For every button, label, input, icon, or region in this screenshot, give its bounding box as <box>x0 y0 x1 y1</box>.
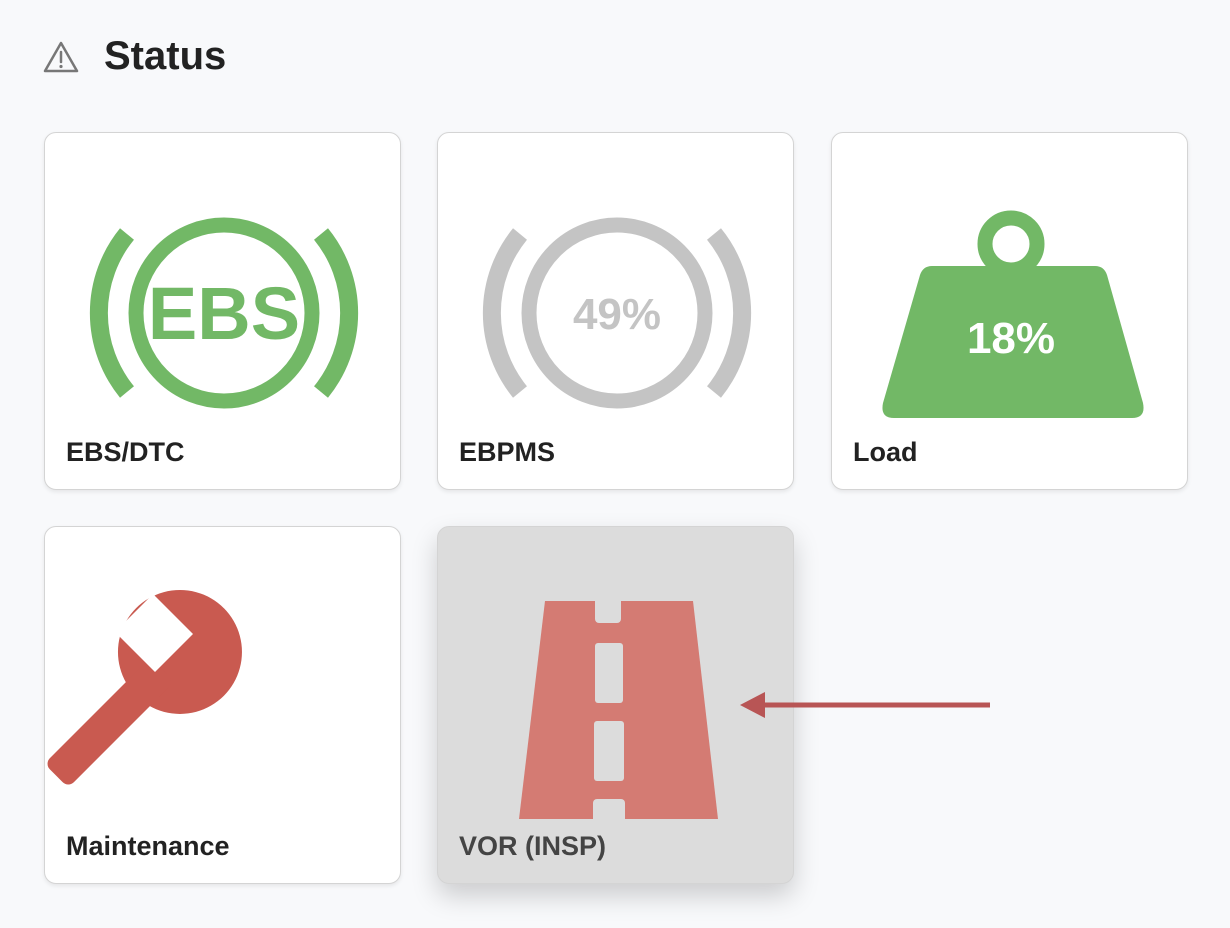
ebpms-gauge-icon: 49% <box>482 217 752 409</box>
card-label: Maintenance <box>66 831 230 861</box>
card-label: Load <box>853 437 918 467</box>
card-label: EBPMS <box>459 437 556 467</box>
ebs-icon: EBS <box>89 217 359 409</box>
page-title: Status <box>104 34 227 78</box>
ebpms-value: 49% <box>573 290 661 339</box>
weight-icon: 18% <box>882 210 1144 418</box>
pointer-arrow-icon <box>740 692 990 718</box>
road-icon <box>519 597 718 823</box>
status-card-maintenance[interactable]: Maintenance <box>44 526 401 884</box>
status-card-vor-insp[interactable]: VOR (INSP) <box>437 526 794 884</box>
ebs-icon-text: EBS <box>148 272 300 355</box>
card-label: VOR (INSP) <box>459 831 607 861</box>
wrench-icon <box>47 590 242 785</box>
section-header: Status <box>42 34 226 79</box>
status-card-load[interactable]: 18% Load <box>831 132 1188 490</box>
card-label: EBS/DTC <box>66 437 185 467</box>
status-card-ebs-dtc[interactable]: EBS EBS/DTC <box>44 132 401 490</box>
warning-triangle-icon <box>43 41 79 72</box>
load-value: 18% <box>967 314 1055 363</box>
status-card-ebpms[interactable]: 49% EBPMS <box>437 132 794 490</box>
